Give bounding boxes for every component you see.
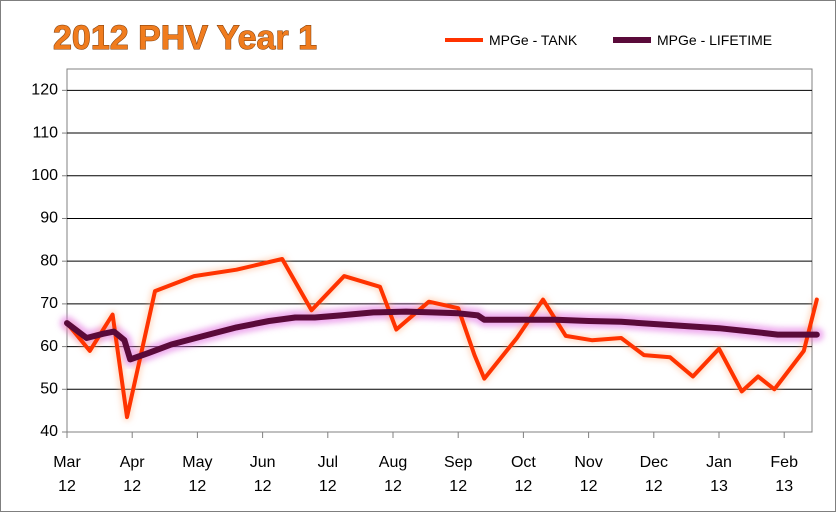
y-tick-label: 110 <box>32 124 58 141</box>
y-tick-label: 90 <box>40 210 58 227</box>
y-tick-label: 60 <box>40 338 58 355</box>
x-tick-label-year: 12 <box>58 478 76 495</box>
y-tick-label: 50 <box>40 381 58 398</box>
x-tick-label-year: 12 <box>449 478 467 495</box>
x-tick-label-month: Jul <box>318 454 338 471</box>
x-tick-label-month: Sep <box>444 454 473 471</box>
legend-label-tank: MPGe - TANK <box>489 32 578 48</box>
x-tick-label-year: 12 <box>123 478 141 495</box>
x-tick-label-year: 13 <box>710 478 728 495</box>
x-tick-label-month: Nov <box>574 454 602 471</box>
x-tick-label-year: 12 <box>645 478 663 495</box>
x-tick-label-year: 12 <box>319 478 337 495</box>
x-tick-label-month: Dec <box>640 454 668 471</box>
series-line-lifetime <box>64 308 820 363</box>
series-line-tank <box>65 257 819 420</box>
chart-title: 2012 PHV Year 1 <box>53 19 317 57</box>
y-tick-label: 40 <box>40 423 58 440</box>
y-tick-label: 80 <box>40 252 58 269</box>
x-tick-label-year: 12 <box>515 478 533 495</box>
x-tick-label-month: Jan <box>706 454 732 471</box>
y-tick-label: 70 <box>40 295 58 312</box>
series-layer <box>60 255 824 422</box>
x-tick-label-year: 12 <box>254 478 272 495</box>
y-tick-label: 120 <box>31 82 58 99</box>
y-axis: 40 50 60 70 80 90 100 110 120 <box>31 82 67 440</box>
x-tick-label-month: Apr <box>120 454 146 471</box>
x-axis: Mar 12 Apr 12 May 12 Jun 12 Jul 12 Aug 12 Sep 12 Oct 12… <box>53 432 798 495</box>
plot-area <box>66 68 813 433</box>
y-tick-label: 100 <box>31 167 58 184</box>
x-tick-label-month: Aug <box>379 454 407 471</box>
x-tick-label-month: Feb <box>770 454 798 471</box>
x-tick-label-month: Jun <box>250 454 276 471</box>
legend-label-lifetime: MPGe - LIFETIME <box>657 32 772 48</box>
legend: MPGe - TANK MPGe - LIFETIME <box>445 32 772 48</box>
x-tick-label-month: Oct <box>511 454 536 471</box>
x-tick-label-month: May <box>182 454 212 471</box>
x-tick-label-year: 12 <box>384 478 402 495</box>
x-tick-label-year: 12 <box>580 478 598 495</box>
x-tick-label-month: Mar <box>53 454 81 471</box>
x-tick-label-year: 12 <box>189 478 207 495</box>
x-tick-label-year: 13 <box>775 478 793 495</box>
